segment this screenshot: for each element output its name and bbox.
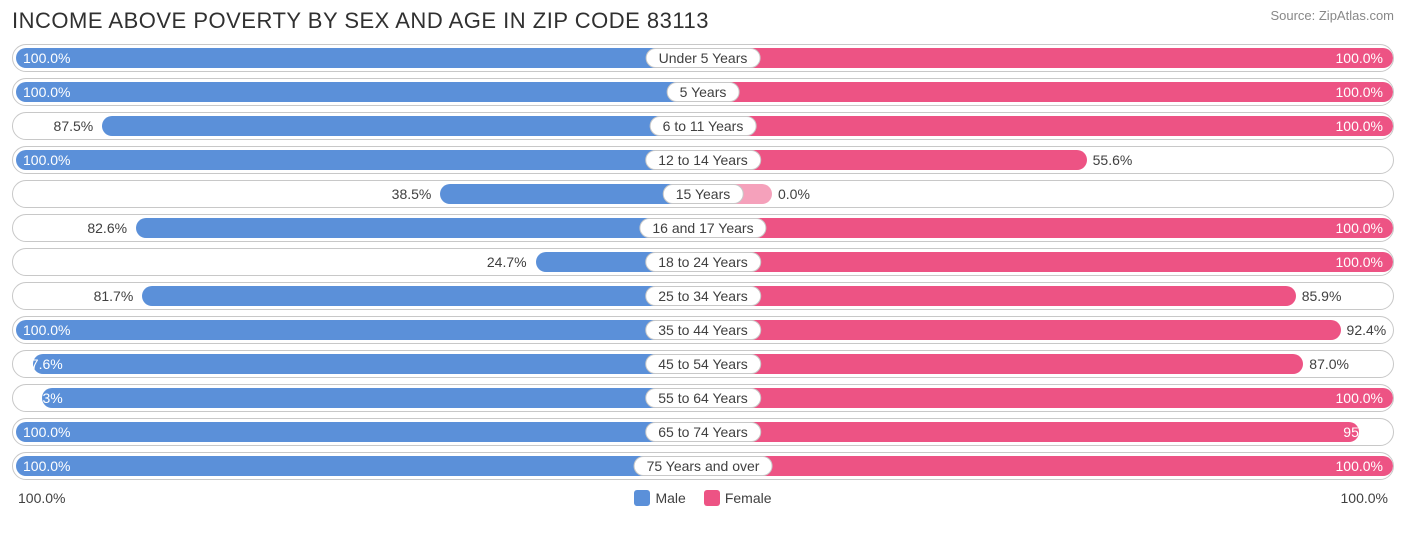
category-label: 12 to 14 Years	[645, 150, 761, 170]
male-value: 100.0%	[23, 45, 70, 71]
female-value: 95.0%	[1343, 419, 1383, 445]
male-bar	[102, 116, 703, 136]
male-bar	[16, 48, 703, 68]
male-swatch-icon	[634, 490, 650, 506]
male-value: 82.6%	[87, 215, 127, 241]
chart-row: 24.7% 100.0% 18 to 24 Years	[12, 248, 1394, 276]
male-value: 100.0%	[23, 453, 70, 479]
category-label: Under 5 Years	[646, 48, 761, 68]
male-bar	[16, 456, 703, 476]
female-value: 0.0%	[778, 181, 810, 207]
legend-male-label: Male	[655, 490, 685, 506]
chart-row: 81.7% 85.9% 25 to 34 Years	[12, 282, 1394, 310]
chart-row: 87.5% 100.0% 6 to 11 Years	[12, 112, 1394, 140]
female-bar	[706, 354, 1303, 374]
female-value: 100.0%	[1336, 385, 1383, 411]
axis-right-label: 100.0%	[1341, 490, 1388, 506]
legend-item-female: Female	[704, 490, 772, 506]
male-value: 24.7%	[487, 249, 527, 275]
male-value: 96.3%	[23, 385, 63, 411]
female-bar	[706, 286, 1296, 306]
chart-container: INCOME ABOVE POVERTY BY SEX AND AGE IN Z…	[0, 0, 1406, 510]
category-label: 55 to 64 Years	[645, 388, 761, 408]
male-value: 97.6%	[23, 351, 63, 377]
female-value: 100.0%	[1336, 215, 1383, 241]
female-value: 100.0%	[1336, 79, 1383, 105]
male-bar	[16, 320, 703, 340]
female-swatch-icon	[704, 490, 720, 506]
female-bar	[706, 150, 1087, 170]
category-label: 6 to 11 Years	[650, 116, 757, 136]
female-bar	[706, 320, 1341, 340]
category-label: 65 to 74 Years	[645, 422, 761, 442]
male-value: 100.0%	[23, 147, 70, 173]
chart-row: 100.0% 55.6% 12 to 14 Years	[12, 146, 1394, 174]
legend-item-male: Male	[634, 490, 685, 506]
chart-legend: Male Female	[634, 490, 771, 506]
female-bar	[706, 388, 1393, 408]
chart-row: 100.0% 95.0% 65 to 74 Years	[12, 418, 1394, 446]
male-bar	[136, 218, 703, 238]
male-bar	[16, 422, 703, 442]
female-value: 87.0%	[1309, 351, 1349, 377]
chart-rows: 100.0% 100.0% Under 5 Years 100.0% 100.0% 5 Y…	[12, 44, 1394, 480]
male-value: 100.0%	[23, 79, 70, 105]
male-bar	[42, 388, 703, 408]
chart-row: 96.3% 100.0% 55 to 64 Years	[12, 384, 1394, 412]
female-bar	[706, 48, 1393, 68]
legend-female-label: Female	[725, 490, 772, 506]
female-bar	[706, 252, 1393, 272]
female-value: 92.4%	[1347, 317, 1387, 343]
female-bar	[706, 422, 1359, 442]
category-label: 5 Years	[667, 82, 740, 102]
female-value: 100.0%	[1336, 113, 1383, 139]
chart-row: 100.0% 100.0% Under 5 Years	[12, 44, 1394, 72]
female-value: 100.0%	[1336, 249, 1383, 275]
category-label: 75 Years and over	[634, 456, 773, 476]
female-value: 100.0%	[1336, 453, 1383, 479]
chart-row: 100.0% 100.0% 75 Years and over	[12, 452, 1394, 480]
category-label: 35 to 44 Years	[645, 320, 761, 340]
male-bar	[142, 286, 703, 306]
category-label: 16 and 17 Years	[639, 218, 766, 238]
axis-left-label: 100.0%	[18, 490, 65, 506]
female-bar	[706, 218, 1393, 238]
chart-row: 100.0% 92.4% 35 to 44 Years	[12, 316, 1394, 344]
female-value: 55.6%	[1093, 147, 1133, 173]
category-label: 25 to 34 Years	[645, 286, 761, 306]
male-bar	[16, 82, 703, 102]
chart-row: 97.6% 87.0% 45 to 54 Years	[12, 350, 1394, 378]
female-bar	[706, 116, 1393, 136]
male-bar	[33, 354, 703, 374]
chart-title: INCOME ABOVE POVERTY BY SEX AND AGE IN Z…	[12, 8, 709, 34]
chart-header: INCOME ABOVE POVERTY BY SEX AND AGE IN Z…	[12, 8, 1394, 34]
male-value: 100.0%	[23, 317, 70, 343]
chart-axis: 100.0% Male Female 100.0%	[12, 486, 1394, 506]
female-value: 85.9%	[1302, 283, 1342, 309]
male-value: 87.5%	[54, 113, 94, 139]
category-label: 45 to 54 Years	[645, 354, 761, 374]
female-value: 100.0%	[1336, 45, 1383, 71]
category-label: 18 to 24 Years	[645, 252, 761, 272]
female-bar	[706, 456, 1393, 476]
chart-row: 100.0% 100.0% 5 Years	[12, 78, 1394, 106]
male-value: 38.5%	[392, 181, 432, 207]
female-bar	[706, 82, 1393, 102]
chart-source: Source: ZipAtlas.com	[1270, 8, 1394, 23]
male-value: 81.7%	[94, 283, 134, 309]
category-label: 15 Years	[663, 184, 744, 204]
male-value: 100.0%	[23, 419, 70, 445]
chart-row: 82.6% 100.0% 16 and 17 Years	[12, 214, 1394, 242]
chart-row: 38.5% 0.0% 15 Years	[12, 180, 1394, 208]
male-bar	[16, 150, 703, 170]
